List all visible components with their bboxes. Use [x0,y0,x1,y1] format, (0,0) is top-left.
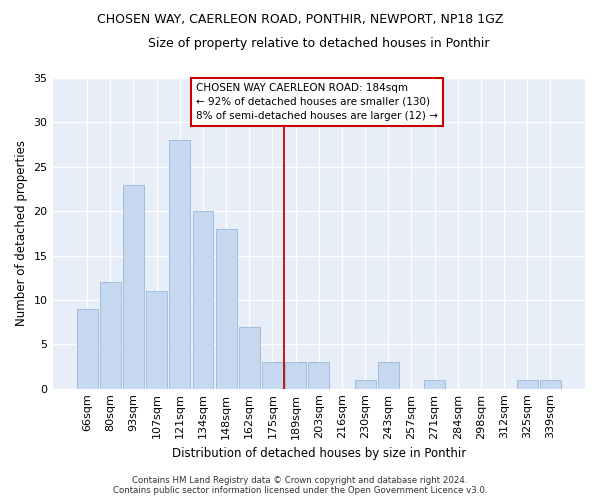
Bar [424,380,445,388]
Bar [169,140,190,388]
Text: CHOSEN WAY CAERLEON ROAD: 184sqm
← 92% of detached houses are smaller (130)
8% o: CHOSEN WAY CAERLEON ROAD: 184sqm ← 92% o… [196,82,438,120]
Bar [77,309,98,388]
Bar [517,380,538,388]
Bar [285,362,306,388]
Bar [123,184,144,388]
Bar [100,282,121,389]
Bar [378,362,398,388]
Bar [540,380,561,388]
Y-axis label: Number of detached properties: Number of detached properties [15,140,28,326]
Bar [146,291,167,388]
Bar [355,380,376,388]
Bar [308,362,329,388]
Bar [216,229,236,388]
Text: CHOSEN WAY, CAERLEON ROAD, PONTHIR, NEWPORT, NP18 1GZ: CHOSEN WAY, CAERLEON ROAD, PONTHIR, NEWP… [97,12,503,26]
Bar [262,362,283,388]
Title: Size of property relative to detached houses in Ponthir: Size of property relative to detached ho… [148,38,490,51]
X-axis label: Distribution of detached houses by size in Ponthir: Distribution of detached houses by size … [172,447,466,460]
Bar [239,326,260,388]
Bar [193,211,214,388]
Text: Contains HM Land Registry data © Crown copyright and database right 2024.
Contai: Contains HM Land Registry data © Crown c… [113,476,487,495]
